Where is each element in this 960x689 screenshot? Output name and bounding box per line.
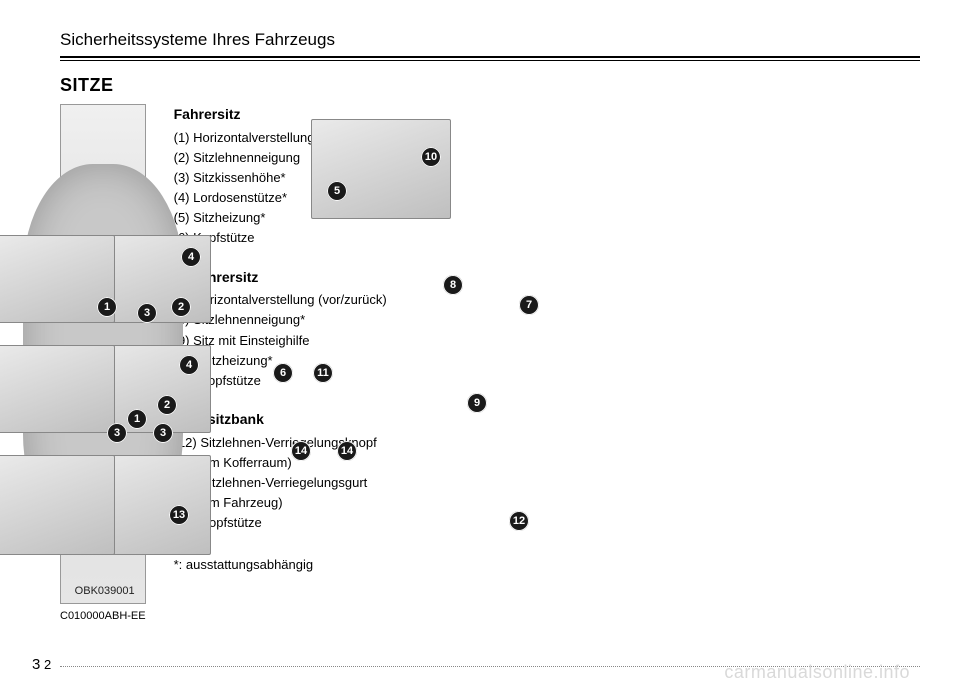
rule-thin <box>60 60 920 61</box>
callout-5: 5 <box>327 181 347 201</box>
footnote: *: ausstattungsabhängig <box>174 555 920 575</box>
rule-thick <box>60 56 920 58</box>
page-numbers: 3 2 <box>32 656 51 673</box>
watermark: carmanualsonline.info <box>724 662 910 683</box>
driver-item: (3) Sitzkissenhöhe* <box>174 168 920 188</box>
rear-item: (14) Kopfstütze <box>174 513 920 533</box>
callout-8: 8 <box>443 275 463 295</box>
rear-item-sub: (im Fahrzeug) <box>174 493 920 513</box>
callout-9: 9 <box>467 393 487 413</box>
driver-item: (4) Lordosenstütze* <box>174 188 920 208</box>
driver-item: (5) Sitzheizung* <box>174 208 920 228</box>
inset-top <box>311 119 451 219</box>
rear-item-sub: (im Kofferraum) <box>174 453 920 473</box>
driver-item: (2) Sitzlehnenneigung <box>174 148 920 168</box>
callout-14: 14 <box>291 441 311 461</box>
passenger-item: (7) Horizontalverstellung (vor/zurück) <box>174 290 920 310</box>
rear-item: (13) Sitzlehnen-Verriegelungsgurt <box>174 473 920 493</box>
callout-13: 13 <box>169 505 189 525</box>
callout-2: 2 <box>157 395 177 415</box>
callout-11: 11 <box>313 363 333 383</box>
callout-12: 12 <box>509 511 529 531</box>
section-header: Sicherheitssysteme Ihres Fahrzeugs <box>60 30 920 56</box>
figure-wrap: OBK039001 51041324213361187914141312 C01… <box>60 104 146 622</box>
page-number: 2 <box>44 657 51 672</box>
callout-3: 3 <box>137 303 157 323</box>
passenger-heading: Beifahrersitz <box>174 267 920 289</box>
inset-right-3 <box>0 455 115 555</box>
passenger-item: (9) Sitz mit Einsteighilfe <box>174 331 920 351</box>
callout-7: 7 <box>519 295 539 315</box>
callout-4: 4 <box>179 355 199 375</box>
callout-6: 6 <box>273 363 293 383</box>
callout-2: 2 <box>171 297 191 317</box>
callout-1: 1 <box>127 409 147 429</box>
content-row: OBK039001 51041324213361187914141312 C01… <box>60 104 920 622</box>
page-title: SITZE <box>60 75 920 96</box>
rear-heading: Rücksitzbank <box>174 409 920 431</box>
callout-10: 10 <box>421 147 441 167</box>
seat-diagram: OBK039001 51041324213361187914141312 <box>60 104 146 604</box>
callout-4: 4 <box>181 247 201 267</box>
driver-item: (6) Kopfstütze <box>174 228 920 248</box>
callout-3: 3 <box>107 423 127 443</box>
callout-3: 3 <box>153 423 173 443</box>
text-column: Fahrersitz (1) Horizontalverstellung (vo… <box>174 104 920 575</box>
inset-right-2 <box>0 345 115 433</box>
figure-caption: C010000ABH-EE <box>60 610 146 622</box>
driver-heading: Fahrersitz <box>174 104 920 126</box>
callout-14: 14 <box>337 441 357 461</box>
rear-item: (12) Sitzlehnen-Verriegelungsknopf <box>174 433 920 453</box>
callout-1: 1 <box>97 297 117 317</box>
figure-code: OBK039001 <box>75 585 135 597</box>
chapter-number: 3 <box>32 656 40 673</box>
driver-item: (1) Horizontalverstellung (vor/zurück) <box>174 128 920 148</box>
passenger-item: (8) Sitzlehnenneigung* <box>174 310 920 330</box>
